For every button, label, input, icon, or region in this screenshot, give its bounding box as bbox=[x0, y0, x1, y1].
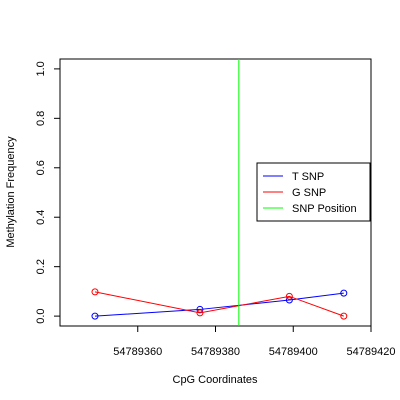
data-point bbox=[285, 296, 293, 304]
y-tick-label: 0.0 bbox=[35, 308, 47, 323]
y-tick-label: 0.2 bbox=[35, 259, 47, 274]
data-point bbox=[91, 288, 99, 296]
x-tick-label: 54789380 bbox=[191, 346, 240, 358]
x-tick-label: 54789400 bbox=[269, 346, 318, 358]
data-point bbox=[285, 292, 293, 300]
data-point bbox=[340, 312, 348, 320]
data-point bbox=[91, 312, 99, 320]
y-axis: 0.0 0.2 0.4 0.6 0.8 1.0 bbox=[35, 61, 61, 324]
x-tick-label: 54789360 bbox=[113, 346, 162, 358]
series-line-1 bbox=[94, 291, 344, 317]
data-point bbox=[340, 289, 348, 297]
y-tick-label: 1.0 bbox=[35, 61, 47, 76]
legend-label-snp-position: SNP Position bbox=[292, 203, 357, 215]
data-point bbox=[196, 309, 204, 317]
series-layer bbox=[91, 59, 348, 326]
y-tick-label: 0.4 bbox=[35, 210, 47, 225]
x-axis: 54789360 54789380 54789400 54789420 bbox=[113, 325, 396, 358]
y-tick-label: 0.6 bbox=[35, 160, 47, 175]
x-axis-title: CpG Coordinates bbox=[173, 374, 258, 386]
legend-label-t-snp: T SNP bbox=[292, 171, 324, 183]
y-axis-title: Methylation Frequency bbox=[5, 136, 17, 248]
series-line-0 bbox=[94, 292, 344, 317]
legend-label-g-snp: G SNP bbox=[292, 187, 326, 199]
x-tick-label: 54789420 bbox=[347, 346, 396, 358]
y-tick-label: 0.8 bbox=[35, 111, 47, 126]
legend: T SNP G SNP SNP Position bbox=[256, 162, 371, 222]
